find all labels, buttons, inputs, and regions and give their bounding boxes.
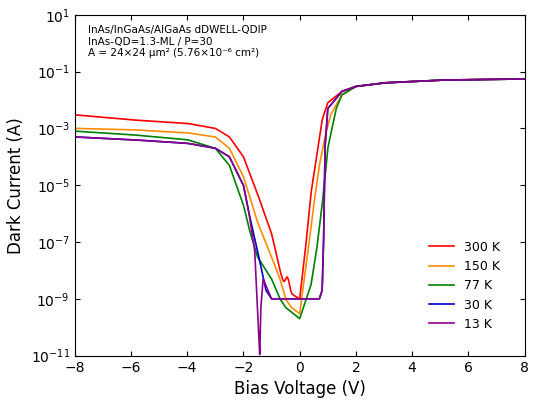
77 K <box>264 269 270 274</box>
150 K <box>71 126 78 131</box>
300 K <box>464 77 471 82</box>
77 K <box>513 77 519 81</box>
13 K <box>150 139 156 143</box>
150 K <box>464 77 471 82</box>
Line: 13 K: 13 K <box>75 79 525 354</box>
30 K <box>513 77 519 81</box>
13 K <box>71 134 78 139</box>
300 K <box>522 77 528 81</box>
150 K <box>522 77 528 81</box>
Line: 77 K: 77 K <box>75 79 525 319</box>
77 K <box>244 218 250 223</box>
150 K <box>513 77 519 81</box>
150 K <box>150 128 156 133</box>
30 K <box>522 77 528 81</box>
77 K <box>150 134 156 139</box>
X-axis label: Bias Voltage (V): Bias Voltage (V) <box>234 380 366 398</box>
Line: 30 K: 30 K <box>75 79 525 299</box>
300 K <box>513 77 519 81</box>
150 K <box>296 311 303 316</box>
150 K <box>264 243 270 247</box>
13 K <box>513 77 519 81</box>
Y-axis label: Dark Current (A): Dark Current (A) <box>7 117 25 254</box>
150 K <box>123 127 129 132</box>
Line: 150 K: 150 K <box>75 79 525 313</box>
300 K <box>264 217 270 222</box>
13 K <box>522 77 528 81</box>
30 K <box>123 137 129 142</box>
77 K <box>296 316 303 321</box>
77 K <box>71 129 78 134</box>
13 K <box>257 352 263 357</box>
77 K <box>464 77 471 82</box>
Line: 300 K: 300 K <box>75 79 525 299</box>
30 K <box>264 289 270 294</box>
300 K <box>71 113 78 117</box>
150 K <box>244 187 250 192</box>
30 K <box>71 134 78 139</box>
30 K <box>269 296 275 301</box>
30 K <box>244 202 250 207</box>
Text: InAs/InGaAs/AlGaAs dDWELL-QDIP
InAs-QD=1.3-ML / P=30
A = 24×24 μm² (5.76×10⁻⁶ cm: InAs/InGaAs/AlGaAs dDWELL-QDIP InAs-QD=1… <box>88 25 267 58</box>
300 K <box>150 119 156 124</box>
30 K <box>150 139 156 143</box>
77 K <box>123 132 129 137</box>
13 K <box>464 77 471 82</box>
13 K <box>264 286 270 290</box>
Legend: 300 K, 150 K, 77 K, 30 K, 13 K: 300 K, 150 K, 77 K, 30 K, 13 K <box>424 236 505 336</box>
300 K <box>296 296 303 301</box>
30 K <box>464 77 471 82</box>
77 K <box>522 77 528 81</box>
300 K <box>123 117 129 122</box>
13 K <box>244 202 250 207</box>
300 K <box>244 164 250 169</box>
13 K <box>123 137 129 142</box>
